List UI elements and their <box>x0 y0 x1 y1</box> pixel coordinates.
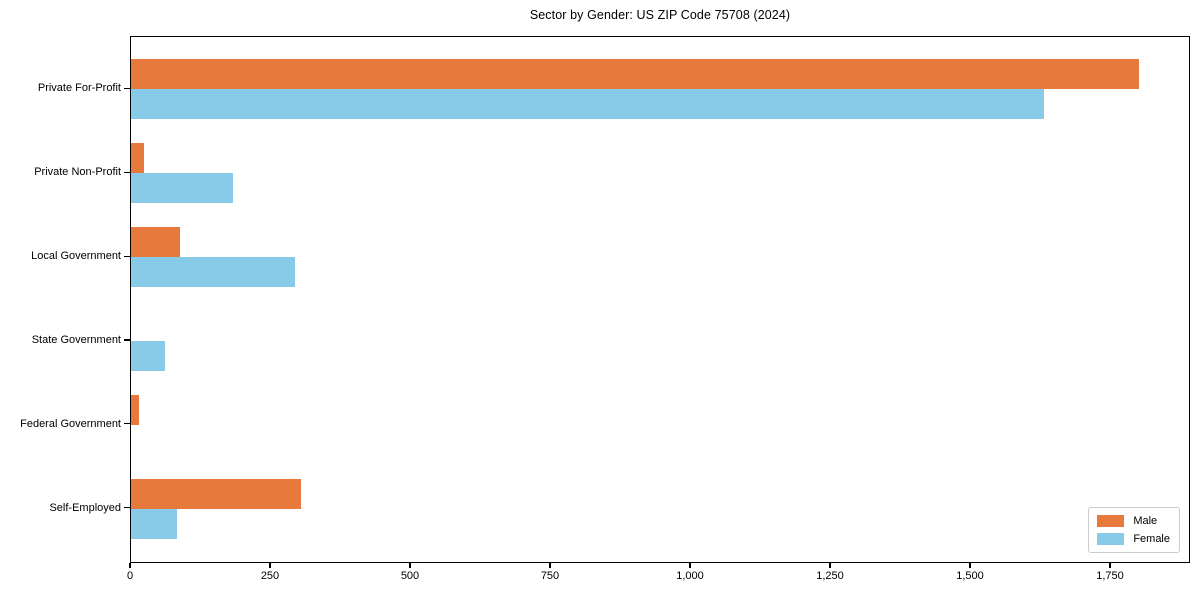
y-category-label: Federal Government <box>20 417 121 430</box>
x-tick-mark <box>829 563 831 568</box>
bar-female-3 <box>131 257 295 288</box>
plot-area: Male Female <box>130 36 1190 563</box>
female-color-swatch <box>1097 533 1125 545</box>
bar-female-4 <box>131 341 165 371</box>
male-color-swatch <box>1097 515 1125 527</box>
y-category-label: State Government <box>31 334 121 346</box>
bar-female-1 <box>131 89 1044 120</box>
legend: Male Female <box>1088 507 1180 553</box>
bar-female-2 <box>131 173 234 204</box>
x-tick-mark <box>689 563 691 568</box>
y-category-label: Private For-Profit <box>37 82 121 95</box>
x-tick-label: 1,500 <box>956 570 984 582</box>
y-tick-mark <box>124 423 130 425</box>
y-tick-mark <box>124 255 130 257</box>
x-tick-label: 250 <box>260 570 280 582</box>
x-tick-label: 1,750 <box>1096 570 1124 582</box>
bar-female-6 <box>131 508 177 539</box>
bar-male-6 <box>131 478 302 509</box>
bar-male-2 <box>131 143 144 174</box>
y-category-label: Self-Employed <box>49 501 121 514</box>
x-tick-mark <box>549 563 551 568</box>
legend-item-female: Female <box>1097 533 1170 545</box>
y-tick-mark <box>124 339 130 341</box>
x-tick-mark <box>1109 563 1111 568</box>
y-category-label: Local Government <box>31 250 121 263</box>
legend-label-male: Male <box>1133 515 1158 527</box>
x-tick-mark <box>969 563 971 568</box>
x-tick-label: 1,000 <box>676 570 704 582</box>
bar-male-5 <box>131 394 140 425</box>
x-tick-label: 0 <box>126 570 134 582</box>
legend-label-female: Female <box>1133 533 1170 545</box>
x-tick-mark <box>269 563 271 568</box>
chart-title: Sector by Gender: US ZIP Code 75708 (202… <box>529 8 791 22</box>
x-tick-label: 750 <box>540 570 560 582</box>
bar-male-3 <box>131 227 181 258</box>
x-tick-label: 1,250 <box>816 570 844 582</box>
x-tick-label: 500 <box>400 570 420 582</box>
y-tick-mark <box>124 87 130 89</box>
y-tick-mark <box>124 171 130 173</box>
bar-male-1 <box>131 59 1139 90</box>
x-tick-mark <box>409 563 411 568</box>
x-tick-mark <box>129 563 131 568</box>
legend-item-male: Male <box>1097 515 1170 527</box>
y-tick-mark <box>124 507 130 509</box>
y-category-label: Private Non-Profit <box>34 166 121 179</box>
